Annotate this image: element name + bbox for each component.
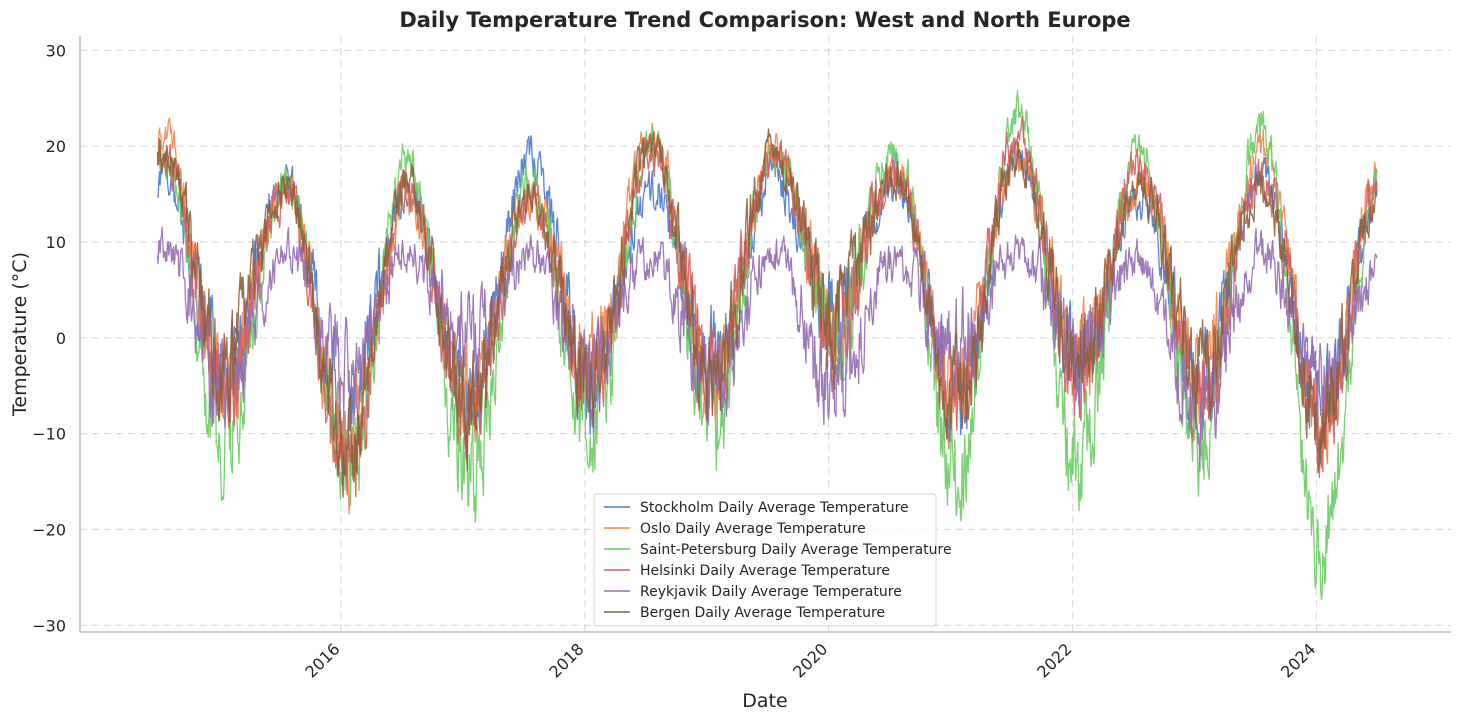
x-tick-label: 2022 bbox=[1033, 639, 1075, 681]
legend-label: Saint-Petersburg Daily Average Temperatu… bbox=[640, 542, 952, 558]
y-tick-label: 0 bbox=[56, 329, 66, 348]
legend-box bbox=[593, 493, 937, 627]
y-ticks: 30 20 10 0 −10 −20 −30 bbox=[32, 41, 66, 635]
y-tick-label: −20 bbox=[32, 520, 66, 539]
legend-label: Helsinki Daily Average Temperature bbox=[640, 563, 890, 579]
y-axis-label: Temperature (°C) bbox=[9, 252, 31, 417]
x-axis-label: Date bbox=[742, 690, 787, 712]
series-line bbox=[156, 128, 1378, 498]
legend-label: Stockholm Daily Average Temperature bbox=[640, 500, 909, 516]
x-ticks: 2016 2018 2020 2022 2024 bbox=[301, 639, 1319, 681]
y-tick-label: −10 bbox=[32, 425, 66, 444]
chart-title: Daily Temperature Trend Comparison: West… bbox=[399, 8, 1130, 32]
y-tick-label: −30 bbox=[32, 616, 66, 635]
x-tick-label: 2016 bbox=[301, 639, 343, 681]
x-tick-label: 2018 bbox=[545, 639, 587, 681]
y-tick-label: 10 bbox=[46, 233, 66, 252]
legend-label: Oslo Daily Average Temperature bbox=[640, 521, 866, 537]
series-layer bbox=[156, 89, 1378, 601]
legend: Stockholm Daily Average Temperature Oslo … bbox=[593, 493, 952, 627]
y-tick-label: 20 bbox=[46, 137, 66, 156]
legend-label: Bergen Daily Average Temperature bbox=[640, 605, 885, 621]
y-tick-label: 30 bbox=[46, 41, 66, 60]
x-tick-label: 2020 bbox=[789, 639, 831, 681]
legend-label: Reykjavik Daily Average Temperature bbox=[640, 584, 902, 600]
x-tick-label: 2024 bbox=[1277, 639, 1319, 681]
series-line bbox=[156, 115, 1378, 498]
series-line bbox=[156, 226, 1378, 472]
